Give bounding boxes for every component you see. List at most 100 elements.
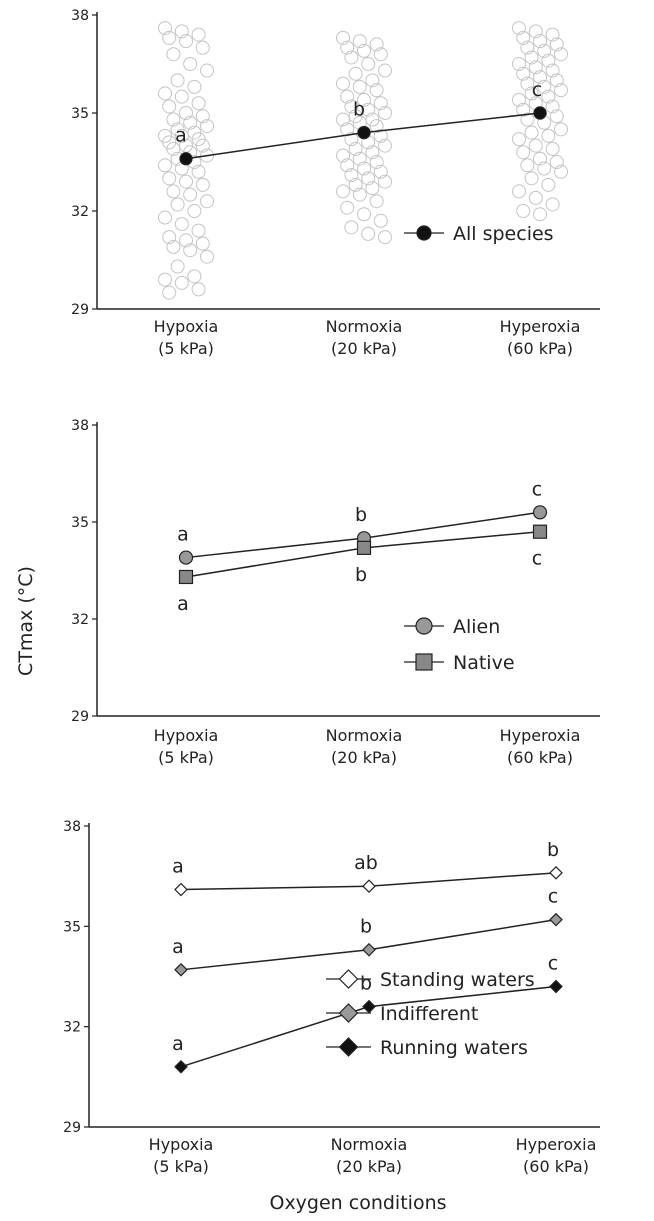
raw-data-point [200,119,214,134]
x-tick-sublabel: (60 kPa) [507,339,573,358]
raw-data-point [195,109,210,124]
legend-marker [338,1037,359,1057]
significance-letter: b [355,504,367,526]
raw-data-point [554,47,568,62]
raw-data-point [373,128,388,143]
x-tick-sublabel: (20 kPa) [331,339,397,358]
raw-data-point [545,27,560,42]
x-tick-label: Hyperoxia [500,317,581,336]
raw-data-point [512,57,526,71]
y-tick-label: 38 [71,8,89,24]
significance-letter: a [172,856,184,878]
raw-data-point [537,161,552,176]
raw-data-point [520,158,535,173]
raw-data-point [545,99,560,114]
significance-letter: a [172,936,184,958]
raw-data-point [549,37,564,52]
raw-data-point [361,102,376,117]
legend-label: Indifferent [380,1003,478,1025]
x-tick-label: Normoxia [331,1135,408,1154]
raw-data-point [191,223,206,238]
raw-data-point [554,122,568,137]
raw-data-point [357,207,371,222]
legend: Alien Native [404,616,515,674]
significance-letter: b [547,839,559,861]
raw-data-point [512,184,526,199]
raw-data-point [537,43,552,58]
significance-letter: c [548,953,558,975]
legend: Standing waters Indifferent Running waters [326,969,535,1059]
raw-data-point [361,171,376,186]
raw-data-point [162,230,177,245]
legend: All species [404,223,554,245]
raw-data-point [183,187,198,202]
raw-data-point [166,47,181,62]
y-tick-label: 29 [71,709,89,725]
raw-data-point [200,194,214,209]
raw-data-point [365,73,380,88]
raw-data-point [524,171,539,186]
raw-data-point [533,34,547,49]
raw-data-point [512,132,526,147]
raw-data-point [378,63,392,78]
raw-data-point [179,233,193,248]
series-point [178,550,194,565]
raw-data-point [369,119,384,134]
y-tick-label: 32 [63,1020,81,1036]
raw-data-point [549,109,564,124]
raw-data-point [512,92,526,107]
significance-letter: b [353,99,365,121]
raw-data-point [179,174,193,189]
raw-data-point [340,40,355,55]
x-tick-label: Normoxia [326,317,403,336]
significance-letter: a [172,1033,184,1055]
raw-data-point [378,230,392,245]
raw-data-point [166,112,181,127]
chart-panel-2: 29 32 35 38 Hypoxia (5 kPa) Normoxia (20 kPa) Hy… [71,418,600,767]
raw-data-point [554,164,568,179]
raw-data-point [549,73,564,88]
series-point [549,865,563,880]
legend-label: Running waters [380,1037,528,1059]
x-tick-sublabel: (5 kPa) [153,1157,209,1176]
raw-data-point [158,272,172,287]
series-point [362,879,376,894]
raw-data-point [528,190,543,205]
raw-data-point [369,37,384,52]
series-point [174,882,188,897]
raw-data-point [516,102,531,117]
raw-data-point [336,184,350,199]
raw-data-point [195,40,210,55]
raw-data-point [520,40,535,55]
significance-letter: ab [354,852,378,874]
raw-data-point [378,106,392,120]
series-point [356,540,372,555]
raw-data-point [158,210,172,225]
series-point [532,524,548,539]
significance-letter: c [548,886,558,908]
raw-data-point [373,96,388,111]
series-point [533,106,547,120]
significance-letter: b [360,916,372,938]
raw-data-point [378,174,392,189]
raw-data-point [200,249,214,264]
raw-data-point [516,66,531,81]
chart-panel-3: 29 32 35 38 Hypoxia (5 kPa) Normoxia (20 kPa) Hy… [63,819,600,1176]
raw-data-point [170,73,185,88]
y-axis-label: CTmax (°C) [15,566,37,676]
raw-data-point [183,115,198,130]
raw-data-point [340,122,355,137]
raw-data-point [348,66,363,81]
raw-data-point [187,204,202,218]
raw-data-point [162,30,177,45]
raw-data-point [191,96,206,111]
series-point [549,979,563,994]
legend-label: Standing waters [380,969,535,991]
raw-data-point [162,171,177,186]
series-point [362,942,376,957]
y-tick-label: 29 [71,302,89,318]
chart-panel-1: 29 32 35 38 Hypoxia (5 kPa) Normoxia (20 kPa) Hy… [71,8,600,358]
raw-data-point [191,282,206,297]
raw-data-point [549,155,564,169]
